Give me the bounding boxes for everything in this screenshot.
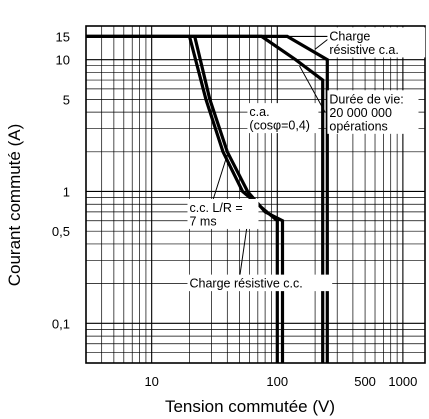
leader-line	[298, 65, 326, 113]
plot-frame	[85, 25, 426, 364]
x-tick-labels: 10 100 500 1000	[144, 374, 417, 389]
annotation-text: Charge résistive c.c.	[189, 277, 302, 291]
series-line-2	[86, 34, 325, 363]
annotation-text: Durée de vie:	[329, 92, 403, 106]
annotation-5: Charge résistive c.c.	[187, 274, 333, 292]
annotation-bg	[187, 274, 333, 292]
annotation-bg	[327, 27, 426, 58]
annotation-text: 20 000 000	[329, 106, 392, 120]
series-line-3	[187, 35, 279, 363]
annotation-text: c.a.	[249, 105, 269, 119]
annotation-text: Charge	[329, 29, 370, 43]
y-tick-label: 5	[63, 92, 70, 107]
y-tick-label: 0,1	[52, 316, 70, 331]
x-tick-label: 500	[354, 374, 376, 389]
annotation-text: opérations	[329, 119, 387, 133]
x-axis-title: Tension commutée (V)	[165, 397, 335, 416]
annotation-bg	[327, 90, 419, 134]
annotation-text: 7 ms	[189, 214, 216, 228]
annotation-4: c.c. L/R =7 ms	[187, 198, 259, 229]
x-tick-label: 10	[144, 374, 158, 389]
annotation-3: c.a.(cosφ=0,4)	[247, 103, 319, 134]
y-axis-title: Courant commuté (A)	[5, 124, 24, 287]
series-line-4	[193, 36, 285, 363]
leader-line	[314, 37, 330, 50]
annotation-bg	[187, 198, 259, 229]
y-tick-label: 10	[56, 53, 70, 68]
x-tick-label: 1000	[388, 374, 417, 389]
grid	[86, 26, 425, 363]
x-tick-label: 100	[266, 374, 288, 389]
annotation-bg	[247, 103, 319, 134]
annotation-text: c.c. L/R =	[189, 201, 242, 215]
y-tick-label: 0,5	[52, 224, 70, 239]
curves	[86, 34, 329, 363]
leader-line	[211, 154, 228, 205]
y-tick-label: 15	[56, 29, 70, 44]
y-tick-label: 1	[63, 184, 70, 199]
annotation-text: résistive c.a.	[329, 43, 398, 57]
annotation-text: (cosφ=0,4)	[249, 119, 310, 133]
y-tick-labels: 15 10 5 1 0,5 0,1	[52, 29, 70, 331]
